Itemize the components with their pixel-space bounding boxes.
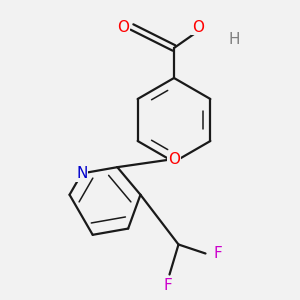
Text: O: O — [168, 152, 180, 166]
Text: N: N — [76, 166, 88, 181]
Text: O: O — [117, 20, 129, 34]
Text: F: F — [164, 278, 172, 292]
Text: H: H — [228, 32, 239, 46]
Text: F: F — [213, 246, 222, 261]
Text: O: O — [192, 20, 204, 34]
